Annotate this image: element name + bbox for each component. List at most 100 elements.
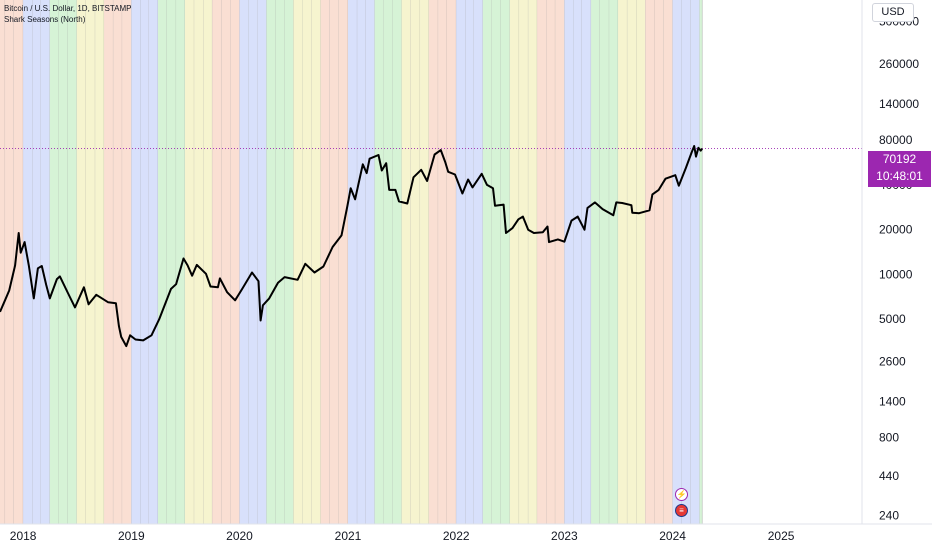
time-axis[interactable]: 2018 2019 2020 2021 2022 2023 2024 2025 (10, 529, 795, 543)
season-band-summer (519, 0, 529, 524)
season-band-winter (348, 0, 358, 524)
season-band-summer (618, 0, 628, 524)
season-band-winter (690, 0, 700, 524)
season-band-spring (284, 0, 294, 524)
y-tick-label: 5000 (879, 312, 906, 326)
y-tick-label: 80000 (879, 133, 913, 147)
season-band-summer (509, 0, 520, 524)
season-band-summer (302, 0, 312, 524)
season-band-autumn (447, 0, 457, 524)
season-band-spring (374, 0, 384, 524)
season-band-summer (311, 0, 321, 524)
season-band-winter (573, 0, 582, 524)
y-tick-label: 10000 (879, 267, 913, 281)
season-band-winter (239, 0, 249, 524)
y-tick-label: 20000 (879, 223, 913, 237)
season-band-spring (599, 0, 610, 524)
season-band-autumn (663, 0, 673, 524)
season-band-spring (266, 0, 276, 524)
season-band-spring (383, 0, 393, 524)
season-band-autumn (428, 0, 439, 524)
season-band-autumn (0, 0, 6, 524)
season-band-autumn (122, 0, 132, 524)
season-band-spring (609, 0, 619, 524)
symbol-title[interactable]: Bitcoin / U.S. Dollar, 1D, BITSTAMP (4, 4, 132, 13)
season-band-summer (184, 0, 195, 524)
season-band-autumn (104, 0, 114, 524)
season-band-summer (85, 0, 96, 524)
season-band-winter (32, 0, 41, 524)
y-tick-label: 2600 (879, 354, 906, 368)
us-flag-icon[interactable]: ≡ (675, 504, 688, 517)
season-band-summer (76, 0, 86, 524)
season-band-summer (95, 0, 105, 524)
season-band-summer (203, 0, 213, 524)
season-band-spring (58, 0, 68, 524)
x-tick-label: 2025 (768, 529, 795, 543)
last-price-tag: 70192 10:48:01 (868, 151, 931, 187)
price-series-line (0, 145, 703, 348)
season-band-autumn (5, 0, 14, 524)
season-band-autumn (329, 0, 339, 524)
season-band-winter (148, 0, 158, 524)
season-band-autumn (113, 0, 123, 524)
season-band-autumn (13, 0, 24, 524)
countdown-timer: 10:48:01 (876, 169, 923, 183)
season-band-spring (166, 0, 177, 524)
x-tick-label: 2021 (335, 529, 362, 543)
season-band-spring (392, 0, 402, 524)
season-band-winter (681, 0, 691, 524)
season-band-winter (564, 0, 574, 524)
season-band-autumn (654, 0, 664, 524)
chart-legend: Bitcoin / U.S. Dollar, 1D, BITSTAMP Shar… (4, 3, 131, 25)
season-band-winter (248, 0, 258, 524)
x-tick-label: 2023 (551, 529, 578, 543)
x-tick-label: 2019 (118, 529, 145, 543)
season-band-autumn (645, 0, 655, 524)
season-band-winter (465, 0, 474, 524)
season-band-autumn (537, 0, 547, 524)
season-band-spring (491, 0, 501, 524)
season-band-winter (456, 0, 466, 524)
season-band-summer (293, 0, 303, 524)
season-band-winter (131, 0, 141, 524)
season-band-spring (157, 0, 167, 524)
season-band-autumn (221, 0, 231, 524)
season-band-summer (528, 0, 538, 524)
season-band-winter (357, 0, 366, 524)
season-band-autumn (212, 0, 222, 524)
season-band-winter (365, 0, 375, 524)
season-band-autumn (438, 0, 448, 524)
season-band-spring (67, 0, 77, 524)
season-band-autumn (555, 0, 565, 524)
price-axis[interactable]: 5000002600001400008000040000200001000050… (879, 15, 919, 523)
season-band-spring (176, 0, 185, 524)
x-tick-label: 2018 (10, 529, 37, 543)
season-band-spring (49, 0, 59, 524)
season-band-spring (500, 0, 510, 524)
season-band-winter (581, 0, 592, 524)
season-band-autumn (230, 0, 240, 524)
season-band-autumn (546, 0, 556, 524)
season-band-winter (257, 0, 267, 524)
currency-button[interactable]: USD (872, 3, 914, 22)
season-band-spring (591, 0, 600, 524)
y-tick-label: 440 (879, 469, 899, 483)
indicator-title[interactable]: Shark Seasons (North) (4, 15, 86, 24)
season-band-spring (699, 0, 703, 524)
x-tick-label: 2020 (226, 529, 253, 543)
y-tick-label: 140000 (879, 97, 919, 111)
season-band-summer (627, 0, 637, 524)
lightning-icon[interactable]: ⚡ (675, 488, 688, 501)
y-tick-label: 240 (879, 508, 899, 522)
y-tick-label: 260000 (879, 57, 919, 71)
y-tick-label: 1400 (879, 394, 906, 408)
season-band-spring (275, 0, 285, 524)
season-band-summer (410, 0, 421, 524)
x-tick-label: 2022 (443, 529, 470, 543)
season-band-autumn (338, 0, 349, 524)
season-band-winter (140, 0, 149, 524)
season-band-winter (473, 0, 483, 524)
season-band-summer (401, 0, 411, 524)
